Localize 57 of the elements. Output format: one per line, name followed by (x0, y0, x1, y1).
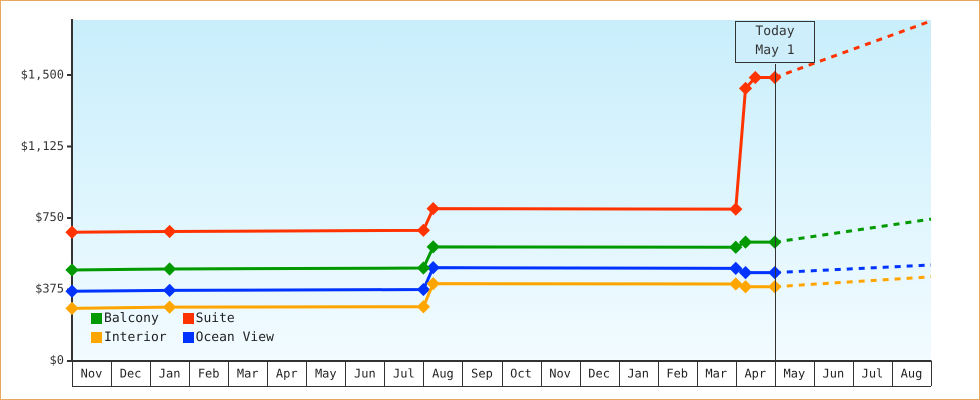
legend-label: Ocean View (196, 330, 274, 345)
point (730, 262, 742, 274)
x-tick-label: Sep (471, 366, 493, 380)
point (417, 284, 430, 296)
x-tick-label: Mar (705, 366, 728, 380)
x-tick-label: Feb (198, 366, 220, 380)
x-tick-label: Dec (120, 366, 142, 380)
point (427, 262, 440, 274)
x-tick-label: Jul (393, 366, 415, 380)
y-tick-label: $375 (35, 282, 64, 296)
x-tick-label: Jan (627, 366, 650, 380)
legend-label: Interior (104, 330, 167, 345)
x-tick-label: Jun (354, 366, 376, 380)
point (417, 300, 430, 313)
x-tick-label: Nov (549, 366, 571, 380)
point (730, 278, 742, 290)
point (66, 302, 78, 314)
point (740, 280, 752, 293)
x-tick-label: Apr (744, 366, 766, 380)
point (740, 266, 752, 279)
point (417, 224, 430, 236)
annotation: Today May 1 (735, 21, 815, 63)
x-tick-label: May (314, 366, 337, 380)
point (164, 262, 176, 275)
y-tick-label: $1,500 (20, 67, 64, 82)
x-tick-label: Aug (432, 366, 454, 380)
x-tick-label: Feb (666, 366, 688, 380)
x-tick-label: May (783, 366, 806, 380)
point (164, 225, 176, 238)
x-tick-label: Jul (862, 366, 884, 380)
point (730, 203, 742, 216)
point (427, 240, 440, 253)
y-tick-label: $0 (50, 353, 64, 368)
point (740, 236, 752, 248)
legend-label: Suite (196, 311, 235, 326)
legend-label: Balcony (104, 311, 159, 326)
x-tick-label: Jan (158, 366, 180, 380)
x-tick-label: Jun (822, 366, 844, 380)
point (427, 278, 440, 290)
x-tick-label: Nov (80, 366, 102, 380)
y-tick-label: $750 (35, 210, 64, 224)
x-tick-label: Dec (588, 366, 610, 380)
point (164, 301, 176, 314)
point (66, 285, 78, 298)
point (740, 82, 752, 94)
point (427, 202, 440, 215)
y-tick-label: $1,125 (20, 138, 64, 153)
point (164, 284, 176, 296)
x-tick-label: Apr (276, 366, 298, 380)
point (749, 72, 762, 84)
x-tick-label: Aug (900, 366, 922, 380)
x-tick-label: Mar (236, 366, 259, 380)
point (417, 262, 430, 274)
point (730, 241, 742, 254)
point (66, 226, 78, 238)
x-tick-label: Oct (510, 366, 532, 380)
point (66, 264, 78, 276)
